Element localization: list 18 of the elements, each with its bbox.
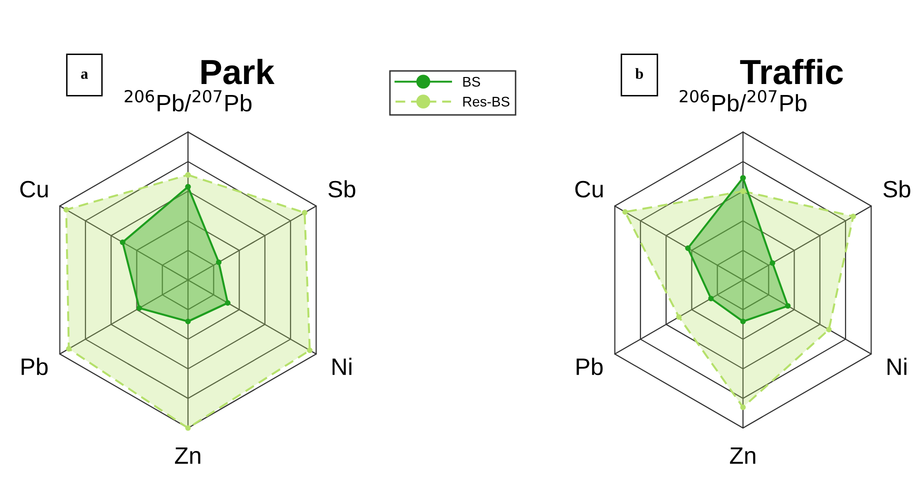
legend-label: Res-BS	[463, 96, 510, 107]
chart-title: Traffic	[740, 58, 843, 84]
spoke-label: $^{206}$Pb/$^{207}$Pb	[680, 90, 806, 112]
legend-label: BS	[463, 76, 480, 87]
text: b	[635, 68, 644, 79]
spoke-label: $^{206}$Pb/$^{207}$Pb	[124, 90, 252, 112]
spoke-label: Cu	[20, 180, 48, 198]
spoke-label: Cu	[575, 180, 603, 198]
chart-title: Park	[202, 58, 275, 84]
spoke-label: Pb	[576, 358, 603, 376]
spoke-label: Ni	[888, 358, 906, 375]
spoke-label: Sb	[883, 180, 910, 198]
spoke-label: Pb	[22, 358, 48, 376]
spoke-label: Ni	[332, 358, 352, 375]
spoke-label: Zn	[174, 447, 200, 464]
spoke-label: Zn	[730, 447, 756, 464]
spoke-label: Sb	[328, 180, 356, 198]
text: a	[81, 72, 88, 79]
